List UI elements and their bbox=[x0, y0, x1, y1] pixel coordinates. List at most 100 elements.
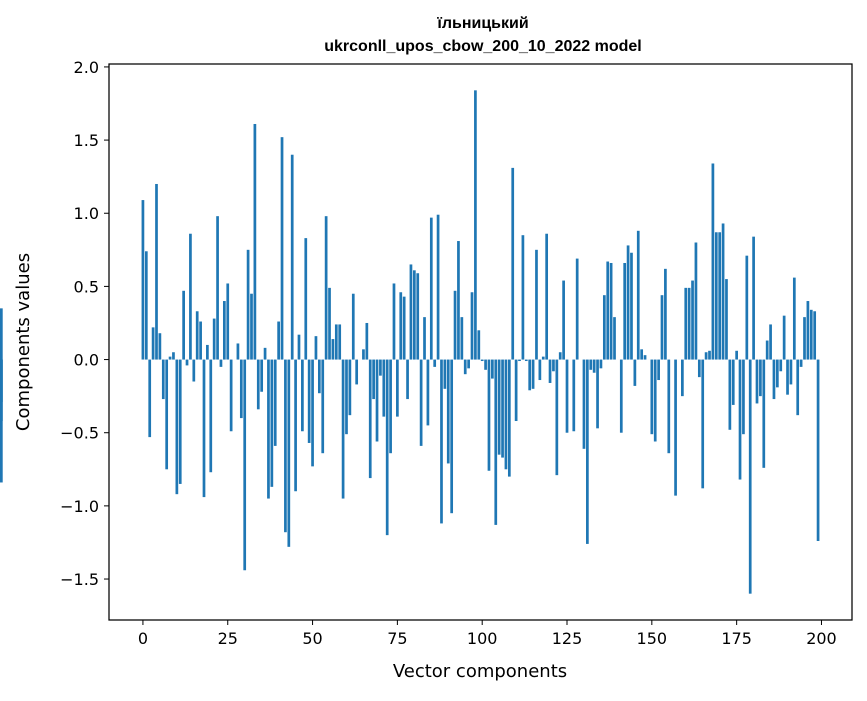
bar bbox=[732, 360, 735, 405]
bar bbox=[511, 168, 514, 360]
bar bbox=[142, 200, 145, 359]
bar bbox=[796, 360, 799, 416]
bar bbox=[396, 360, 399, 417]
bar bbox=[423, 317, 426, 359]
bar bbox=[328, 288, 331, 360]
bar bbox=[403, 297, 406, 360]
bar bbox=[420, 360, 423, 446]
bar bbox=[576, 259, 579, 360]
bar bbox=[440, 360, 443, 524]
bar bbox=[627, 245, 630, 359]
bar bbox=[427, 360, 430, 426]
bar bbox=[803, 317, 806, 359]
x-tick-label: 125 bbox=[552, 629, 583, 648]
bar bbox=[372, 360, 375, 400]
bar bbox=[216, 216, 219, 359]
bar bbox=[600, 360, 603, 369]
bar bbox=[650, 360, 653, 435]
y-tick-label: 1.0 bbox=[74, 204, 99, 223]
bar bbox=[488, 360, 491, 471]
bar bbox=[355, 360, 358, 385]
bar bbox=[623, 263, 626, 360]
bar bbox=[352, 294, 355, 360]
bar bbox=[637, 231, 640, 360]
y-tick-label: −1.0 bbox=[60, 497, 99, 516]
bar bbox=[739, 360, 742, 480]
bar bbox=[389, 360, 392, 454]
bar bbox=[515, 360, 518, 421]
bar bbox=[260, 360, 263, 392]
bar bbox=[437, 215, 440, 360]
bar bbox=[192, 360, 195, 382]
bar bbox=[491, 360, 494, 379]
bar bbox=[705, 352, 708, 359]
bar bbox=[254, 124, 257, 360]
bar bbox=[332, 339, 335, 359]
bar bbox=[644, 355, 647, 359]
bar bbox=[308, 360, 311, 443]
bar bbox=[501, 360, 504, 458]
bar bbox=[267, 360, 270, 499]
bar bbox=[247, 250, 250, 360]
plot-area-frame bbox=[109, 64, 852, 620]
bar bbox=[552, 360, 555, 372]
bar bbox=[701, 360, 704, 489]
bar bbox=[325, 216, 328, 359]
bar bbox=[762, 360, 765, 468]
bar bbox=[270, 360, 273, 487]
bar bbox=[291, 155, 294, 360]
bar bbox=[237, 343, 240, 359]
bar bbox=[176, 360, 179, 495]
x-tick-label: 150 bbox=[637, 629, 668, 648]
bar bbox=[335, 324, 338, 359]
bar bbox=[315, 336, 318, 359]
bar bbox=[467, 360, 470, 369]
bar bbox=[447, 360, 450, 464]
bar bbox=[186, 360, 189, 366]
bar bbox=[281, 137, 284, 359]
bar bbox=[274, 360, 277, 446]
bar bbox=[498, 360, 501, 455]
bar bbox=[301, 360, 304, 432]
bar bbox=[518, 360, 521, 361]
bar bbox=[264, 348, 267, 360]
bar bbox=[620, 360, 623, 433]
bar bbox=[155, 184, 158, 360]
bar bbox=[661, 295, 664, 359]
bar bbox=[416, 273, 419, 359]
bar bbox=[735, 351, 738, 360]
bar bbox=[182, 291, 185, 360]
bar bbox=[545, 234, 548, 360]
bar bbox=[603, 295, 606, 359]
bar bbox=[718, 232, 721, 359]
bar bbox=[477, 330, 480, 359]
bar bbox=[199, 322, 202, 360]
bar bbox=[399, 292, 402, 359]
bar bbox=[630, 253, 633, 360]
bar bbox=[657, 360, 660, 380]
bars-layer bbox=[0, 90, 819, 593]
bar bbox=[304, 238, 307, 359]
bar bbox=[148, 360, 151, 438]
bar bbox=[813, 311, 816, 359]
chart-title: їльницький bbox=[436, 15, 528, 32]
x-tick-label: 0 bbox=[138, 629, 148, 648]
bar bbox=[817, 360, 820, 541]
bar bbox=[379, 360, 382, 376]
bar bbox=[674, 360, 677, 496]
bar bbox=[318, 360, 321, 394]
bar bbox=[586, 360, 589, 544]
bar bbox=[220, 360, 223, 367]
y-axis-label: Components values bbox=[13, 253, 34, 431]
y-tick-label: −0.5 bbox=[60, 424, 99, 443]
bar bbox=[162, 360, 165, 400]
bar bbox=[240, 360, 243, 419]
y-tick-label: 0.5 bbox=[74, 277, 99, 296]
bar bbox=[393, 283, 396, 359]
x-tick-label: 175 bbox=[721, 629, 752, 648]
bar bbox=[430, 218, 433, 360]
bar bbox=[196, 311, 199, 359]
bar bbox=[525, 360, 528, 361]
bar bbox=[542, 357, 545, 360]
bar bbox=[559, 352, 562, 359]
